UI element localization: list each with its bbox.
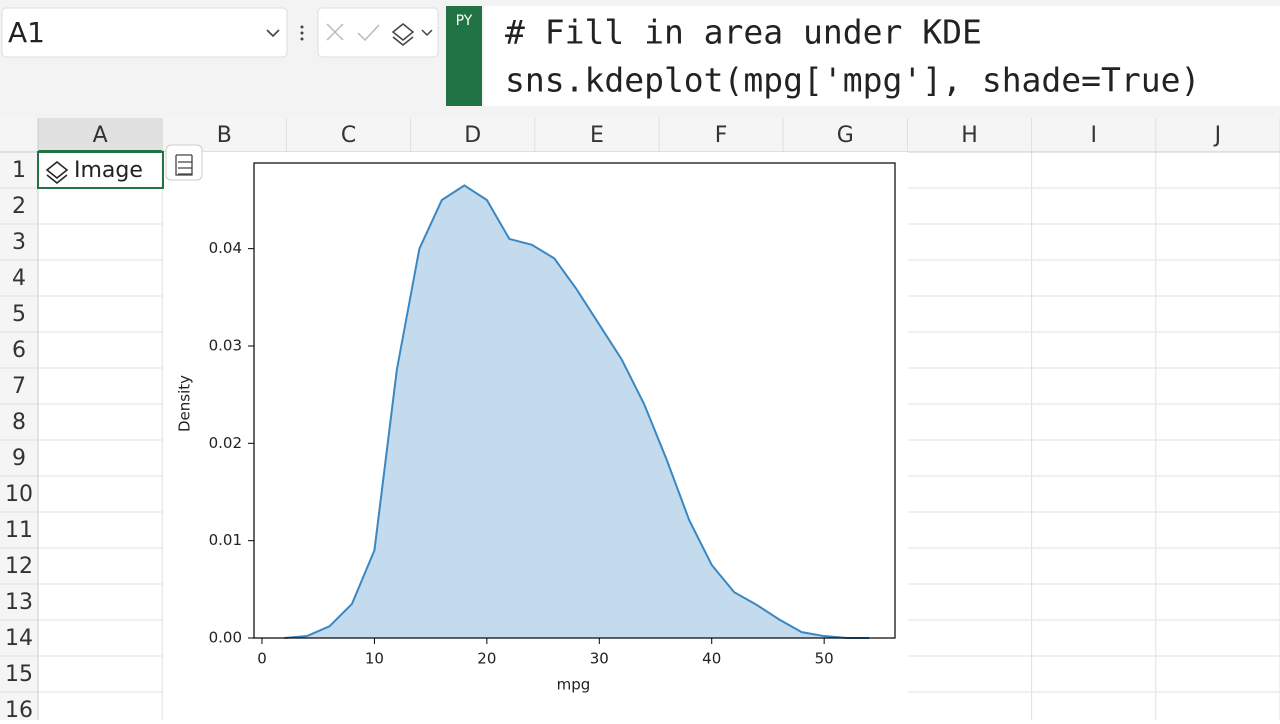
row-header: 2 bbox=[12, 194, 26, 219]
formula-input[interactable] bbox=[484, 6, 1280, 106]
row-header: 16 bbox=[5, 698, 33, 720]
row-header: 13 bbox=[5, 590, 33, 615]
output-dropdown[interactable] bbox=[421, 29, 433, 37]
column-header: F bbox=[715, 123, 728, 148]
row-header: 9 bbox=[12, 446, 26, 471]
formula-line: sns.kdeplot(mpg['mpg'], shade=True) bbox=[505, 61, 1200, 100]
y-tick-label: 0.03 bbox=[209, 336, 242, 354]
formula-buttons bbox=[317, 7, 439, 58]
row-header: 12 bbox=[5, 554, 33, 579]
axes-frame bbox=[253, 162, 896, 639]
image-icon bbox=[45, 161, 69, 184]
kde-area bbox=[284, 185, 870, 638]
more-dots[interactable] bbox=[300, 25, 304, 29]
column-header-bar bbox=[0, 118, 1280, 152]
name-box[interactable] bbox=[1, 7, 288, 58]
column-header: C bbox=[341, 123, 356, 148]
row-header: 10 bbox=[5, 482, 33, 507]
row-header: 1 bbox=[12, 158, 26, 183]
y-axis-label: Density bbox=[176, 375, 194, 432]
y-tick-label: 0.04 bbox=[209, 239, 242, 257]
row-header: 14 bbox=[5, 626, 33, 651]
column-header: I bbox=[1090, 123, 1097, 148]
row-header: 15 bbox=[5, 662, 33, 687]
cell-text: Image bbox=[74, 158, 143, 183]
row-header: 5 bbox=[12, 302, 26, 327]
kde-line bbox=[284, 184, 870, 639]
row-header: 11 bbox=[5, 518, 33, 543]
row-header-bar bbox=[0, 152, 38, 720]
enter-icon[interactable] bbox=[357, 24, 380, 42]
more-dots bbox=[300, 37, 304, 41]
row-header: 8 bbox=[12, 410, 26, 435]
column-header: J bbox=[1213, 123, 1222, 148]
y-tick-label: 0.00 bbox=[209, 629, 242, 647]
active-cell[interactable] bbox=[37, 151, 164, 189]
row-header: 4 bbox=[12, 266, 26, 291]
column-header: D bbox=[464, 123, 481, 148]
python-badge bbox=[446, 6, 482, 106]
python-badge-text: PY bbox=[456, 13, 473, 29]
x-tick-label: 10 bbox=[365, 650, 384, 668]
cancel-icon[interactable] bbox=[326, 23, 344, 41]
card-icon bbox=[175, 154, 193, 176]
x-tick-label: 20 bbox=[477, 650, 496, 668]
row-header: 6 bbox=[12, 338, 26, 363]
row-header: 3 bbox=[12, 230, 26, 255]
python-output-icon[interactable] bbox=[391, 23, 415, 46]
name-box-text: A1 bbox=[8, 16, 45, 49]
row-header: 7 bbox=[12, 374, 26, 399]
formula-line: # Fill in area under KDE bbox=[505, 13, 982, 52]
x-tick-label: 50 bbox=[815, 650, 834, 668]
chart: 0 10 20 30 40 50 0.00 0.01 0.02 0.03 0.04 mpg Densit… bbox=[176, 162, 896, 694]
y-tick-label: 0.01 bbox=[209, 531, 242, 549]
x-tick-label: 30 bbox=[590, 650, 609, 668]
column-header: H bbox=[961, 123, 978, 148]
more-dots bbox=[300, 31, 304, 35]
column-header: G bbox=[837, 123, 854, 148]
column-header: B bbox=[217, 123, 232, 148]
column-header: A bbox=[93, 123, 108, 148]
x-tick-label: 0 bbox=[257, 650, 267, 668]
name-box-dropdown[interactable] bbox=[266, 29, 280, 38]
column-header: E bbox=[590, 123, 604, 148]
y-tick-label: 0.02 bbox=[209, 434, 242, 452]
selected-column-header bbox=[38, 118, 163, 152]
x-tick-label: 40 bbox=[702, 650, 721, 668]
x-axis-label: mpg bbox=[557, 676, 591, 694]
